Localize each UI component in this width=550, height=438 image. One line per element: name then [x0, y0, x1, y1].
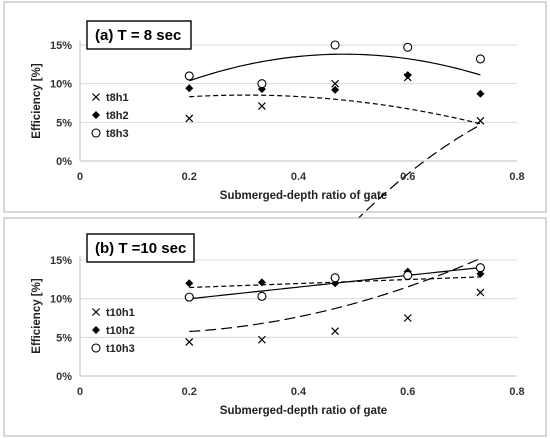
- legend-item-t10h1: t10h1: [92, 307, 135, 319]
- chart-title: (a) T = 8 sec: [95, 27, 181, 44]
- data-point-t10h3: [475, 263, 485, 273]
- title-box: [86, 20, 192, 50]
- x-axis-label: Submerged-depth ratio of gate: [220, 190, 387, 202]
- panel-frame: [3, 1, 547, 213]
- x-tick-label: 0.8: [509, 386, 524, 398]
- x-tick-label: 0.4: [291, 171, 307, 183]
- x-tick-label: 0.6: [400, 171, 415, 183]
- data-point-t10h2: [185, 279, 194, 288]
- y-tick-label: 0%: [56, 156, 72, 168]
- series-t10h3: [184, 263, 485, 302]
- data-point-t8h3: [184, 71, 194, 81]
- legend-item-t8h3: t8h3: [91, 128, 129, 140]
- data-point-t10h1: [185, 338, 194, 346]
- data-point-t10h1: [476, 288, 485, 297]
- data-point-t10h1: [257, 335, 266, 344]
- data-point-t8h1: [331, 79, 340, 88]
- legend-marker: [92, 93, 100, 101]
- x-tick-label: 0.6: [400, 386, 415, 398]
- data-point-t8h2: [185, 84, 194, 93]
- legend-marker: [91, 128, 101, 138]
- legend-marker: [92, 308, 100, 316]
- y-tick-label: 10%: [50, 294, 72, 306]
- legend-label: t10h3: [106, 343, 135, 355]
- y-tick-label: 15%: [50, 40, 72, 52]
- chart-panel-1: 0% 5% 10% 15% 0 0.2 0.4 0.6 0.8 Submerged-depth r…: [3, 1, 547, 437]
- legend-label: t10h2: [106, 325, 135, 337]
- legend-label: t8h3: [106, 128, 129, 140]
- y-tick-label: 5%: [56, 332, 72, 344]
- data-point-t10h1: [403, 314, 412, 322]
- x-tick-label: 0.2: [182, 171, 197, 183]
- chart-title: (b) T =10 sec: [95, 240, 186, 257]
- trendline-t8h3: [189, 53, 481, 82]
- y-tick-label: 15%: [50, 255, 72, 267]
- y-tick-label: 5%: [56, 117, 72, 129]
- data-point-t8h3: [403, 42, 413, 52]
- data-point-t8h1: [257, 102, 266, 111]
- data-point-t10h2: [257, 278, 266, 287]
- trendline-t10h3: [189, 266, 481, 300]
- legend-marker: [92, 326, 100, 334]
- x-tick-label: 0: [77, 386, 83, 398]
- data-point-t10h1: [331, 327, 340, 336]
- data-point-t10h3: [257, 291, 267, 301]
- legend-label: t10h1: [106, 307, 135, 319]
- y-tick-label: 0%: [56, 371, 72, 383]
- legend-item-t8h1: t8h1: [92, 92, 129, 104]
- data-point-t8h3: [257, 79, 267, 89]
- y-axis-label: Efficiency [%]: [31, 278, 43, 354]
- legend-marker: [91, 343, 101, 353]
- legend-item-t10h2: t10h2: [92, 325, 135, 337]
- x-tick-label: 0: [77, 171, 83, 183]
- data-point-t10h2: [476, 269, 485, 278]
- legend-item-t8h2: t8h2: [92, 110, 129, 122]
- x-tick-label: 0.2: [182, 386, 197, 398]
- data-point-t10h3: [330, 273, 340, 283]
- data-point-t8h2: [331, 85, 340, 94]
- panel-frame: [3, 217, 547, 437]
- data-point-t8h2: [476, 89, 485, 98]
- data-point-t10h3: [403, 270, 413, 281]
- legend-label: t8h1: [106, 92, 129, 104]
- data-point-t8h2: [403, 71, 412, 80]
- x-tick-label: 0.4: [291, 386, 307, 398]
- series-t8h3: [184, 40, 485, 89]
- legend-marker: [92, 111, 100, 119]
- chart-panel-2: 0% 5% 10% 15% 0 0.2 0.4 0.6 0.8 Submerged-depth r…: [3, 217, 547, 437]
- trendline-t8h2: [189, 94, 481, 125]
- legend-label: t8h2: [106, 110, 129, 122]
- x-axis-label: Submerged-depth ratio of gate: [220, 405, 387, 417]
- title-box: [86, 233, 195, 263]
- x-tick-label: 0.8: [509, 171, 524, 183]
- data-point-t8h3: [475, 54, 485, 64]
- legend-item-t10h3: t10h3: [91, 343, 135, 355]
- y-axis-label: Efficiency [%]: [31, 63, 43, 139]
- data-point-t8h3: [330, 40, 340, 50]
- y-tick-label: 10%: [50, 79, 72, 91]
- data-point-t10h3: [184, 292, 194, 302]
- data-point-t8h1: [185, 114, 194, 123]
